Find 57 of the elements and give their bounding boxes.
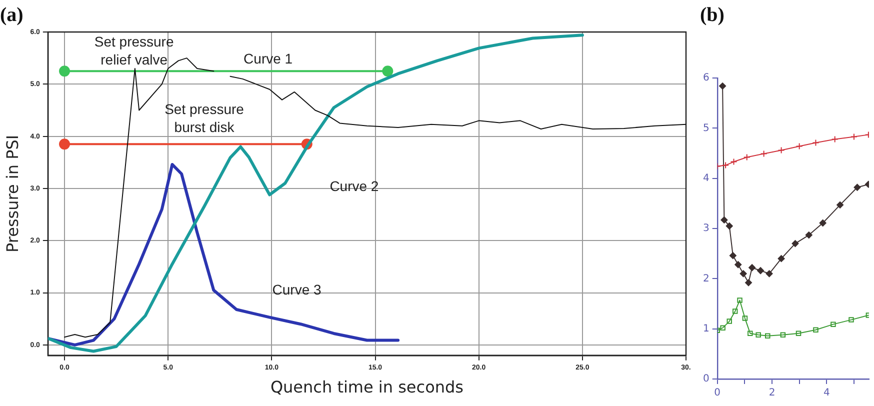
annotation: Curve 1 bbox=[244, 50, 293, 66]
y-axis-title: Pressure in PSI bbox=[2, 134, 22, 253]
point bbox=[796, 330, 802, 336]
annotation: Set pressure burst disk bbox=[164, 101, 244, 136]
point bbox=[848, 317, 854, 322]
point bbox=[854, 184, 861, 191]
chart-title: (a) bbox=[0, 4, 24, 26]
y-tick-label: 2 bbox=[702, 273, 710, 284]
point bbox=[812, 139, 820, 146]
y-tick-label: 1 bbox=[702, 323, 710, 334]
point bbox=[756, 332, 761, 338]
y-tick-label: 4 bbox=[702, 172, 710, 184]
annotation: Curve 3 bbox=[272, 282, 322, 298]
point bbox=[740, 270, 747, 278]
point bbox=[734, 261, 742, 268]
point bbox=[722, 162, 730, 169]
point bbox=[743, 154, 750, 161]
point bbox=[748, 330, 753, 336]
x-tick-label: 4 bbox=[823, 388, 830, 399]
point bbox=[831, 136, 838, 143]
point bbox=[780, 332, 786, 338]
y-tick-label: 6 bbox=[702, 72, 710, 84]
point bbox=[850, 133, 858, 140]
point bbox=[726, 222, 733, 230]
point bbox=[720, 216, 728, 224]
point bbox=[778, 146, 785, 154]
point bbox=[726, 318, 732, 324]
point bbox=[719, 82, 726, 90]
y-tick-label: 3 bbox=[702, 223, 710, 234]
point bbox=[748, 264, 756, 272]
point bbox=[742, 316, 748, 321]
point bbox=[720, 325, 726, 330]
point bbox=[766, 270, 773, 278]
point bbox=[830, 322, 836, 327]
chart-title: (b) bbox=[700, 4, 724, 26]
point bbox=[732, 308, 738, 314]
point bbox=[737, 298, 742, 303]
annotation: Set pressure relief valve bbox=[94, 33, 174, 68]
point bbox=[805, 232, 812, 239]
point bbox=[765, 333, 770, 338]
point bbox=[729, 252, 736, 260]
x-tick-label: 0 bbox=[714, 388, 721, 399]
point bbox=[745, 279, 752, 286]
point bbox=[778, 255, 785, 262]
annotation: Curve 2 bbox=[330, 178, 379, 194]
point bbox=[813, 327, 818, 332]
point bbox=[796, 142, 803, 150]
x-axis-title: Quench time in seconds bbox=[270, 378, 464, 397]
y-tick-label: 5 bbox=[702, 122, 710, 134]
point bbox=[792, 240, 799, 248]
point bbox=[836, 201, 844, 208]
point bbox=[760, 150, 768, 158]
x-tick-label: 2 bbox=[768, 388, 776, 399]
point bbox=[757, 267, 764, 274]
point bbox=[730, 158, 738, 166]
point bbox=[819, 219, 826, 226]
y-tick-label: 0 bbox=[702, 374, 710, 385]
